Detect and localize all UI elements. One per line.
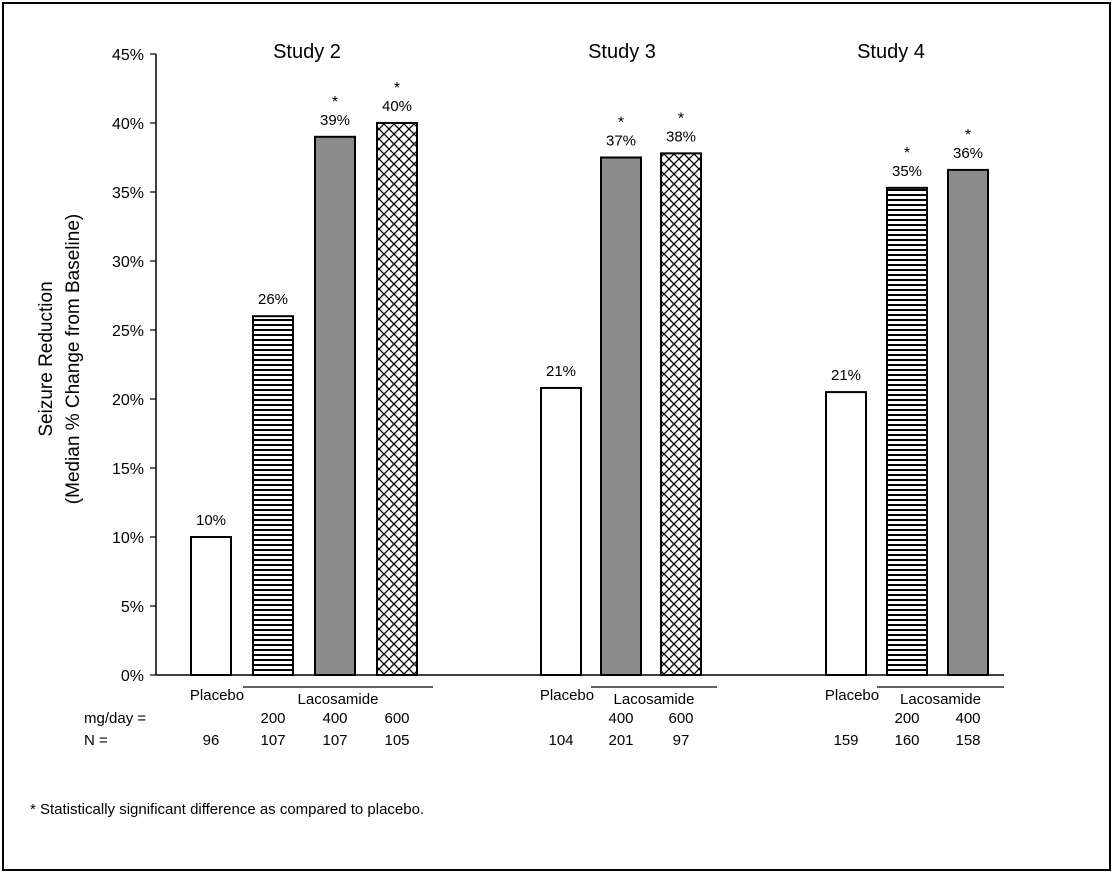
bar-value-label: 38% bbox=[666, 128, 696, 145]
y-axis-title-line1: Seizure Reduction bbox=[36, 281, 57, 436]
n-value: 107 bbox=[322, 732, 347, 749]
bar-value-label: 37% bbox=[606, 133, 636, 150]
bar bbox=[376, 122, 418, 676]
y-axis-title-line2: (Median % Change from Baseline) bbox=[63, 214, 84, 504]
y-tick-label: 40% bbox=[112, 116, 144, 133]
y-tick-label: 15% bbox=[112, 461, 144, 478]
significance-marker: * bbox=[618, 115, 624, 132]
bar bbox=[252, 315, 294, 676]
dose-value: 200 bbox=[260, 710, 285, 727]
n-value: 104 bbox=[548, 732, 573, 749]
dose-value: 600 bbox=[384, 710, 409, 727]
dose-value: 600 bbox=[668, 710, 693, 727]
n-value: 105 bbox=[384, 732, 409, 749]
dose-value: 400 bbox=[608, 710, 633, 727]
placebo-label: Placebo bbox=[825, 687, 879, 704]
bar-value-label: 35% bbox=[892, 163, 922, 180]
y-tick-label: 10% bbox=[112, 530, 144, 547]
bar-value-label: 40% bbox=[382, 98, 412, 115]
dose-value: 400 bbox=[322, 710, 347, 727]
y-tick-label: 0% bbox=[121, 668, 144, 685]
bar bbox=[947, 168, 989, 676]
bar bbox=[825, 391, 867, 676]
y-tick-label: 5% bbox=[121, 599, 144, 616]
y-tick-label: 25% bbox=[112, 323, 144, 340]
bar bbox=[660, 152, 702, 677]
significance-marker: * bbox=[904, 145, 910, 162]
y-tick-label: 20% bbox=[112, 392, 144, 409]
n-row-label: N = bbox=[84, 732, 108, 749]
n-value: 97 bbox=[673, 732, 690, 749]
n-value: 107 bbox=[260, 732, 285, 749]
placebo-label: Placebo bbox=[540, 687, 594, 704]
y-tick-label: 45% bbox=[112, 47, 144, 64]
bar-value-label: 39% bbox=[320, 112, 350, 129]
significance-marker: * bbox=[332, 94, 338, 111]
y-tick-label: 30% bbox=[112, 254, 144, 271]
bar-value-label: 21% bbox=[546, 363, 576, 380]
significance-marker: * bbox=[965, 127, 971, 144]
n-value: 96 bbox=[203, 732, 220, 749]
significance-marker: * bbox=[678, 110, 684, 127]
n-value: 159 bbox=[833, 732, 858, 749]
bar bbox=[600, 156, 642, 676]
dose-value: 200 bbox=[894, 710, 919, 727]
placebo-label: Placebo bbox=[190, 687, 244, 704]
study-title: Study 2 bbox=[273, 41, 341, 63]
bar bbox=[190, 536, 232, 676]
significance-marker: * bbox=[394, 80, 400, 97]
bar-value-label: 36% bbox=[953, 145, 983, 162]
n-value: 201 bbox=[608, 732, 633, 749]
study-title: Study 3 bbox=[588, 41, 656, 63]
y-tick-label: 35% bbox=[112, 185, 144, 202]
bar-chart: Seizure Reduction (Median % Change from … bbox=[30, 41, 1004, 818]
bar bbox=[540, 386, 582, 676]
bar bbox=[314, 135, 356, 677]
dose-row-label: mg/day = bbox=[84, 710, 146, 727]
dose-value: 400 bbox=[955, 710, 980, 727]
study-title: Study 4 bbox=[857, 41, 925, 63]
footnote: * Statistically significant difference a… bbox=[30, 801, 424, 818]
lacosamide-label: Lacosamide bbox=[614, 691, 695, 708]
n-value: 158 bbox=[955, 732, 980, 749]
bar-value-label: 10% bbox=[196, 512, 226, 529]
bar-value-label: 26% bbox=[258, 291, 288, 308]
bar bbox=[886, 186, 928, 677]
lacosamide-label: Lacosamide bbox=[298, 691, 379, 708]
lacosamide-label: Lacosamide bbox=[900, 691, 981, 708]
bar-value-label: 21% bbox=[831, 367, 861, 384]
n-value: 160 bbox=[894, 732, 919, 749]
